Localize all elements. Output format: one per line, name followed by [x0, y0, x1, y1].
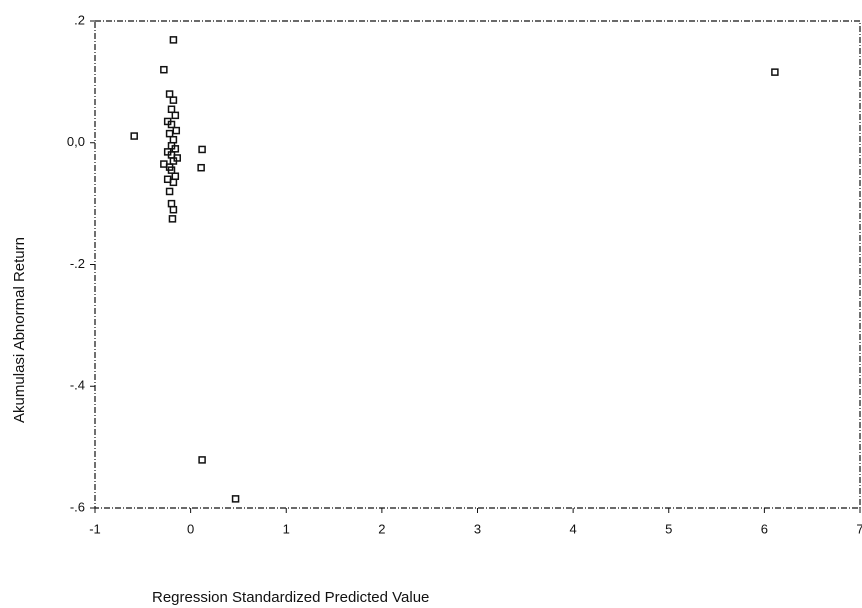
- point: [169, 205, 178, 214]
- point: [198, 456, 206, 464]
- point: [171, 111, 180, 120]
- x-tick-label: 7: [856, 521, 862, 536]
- point: [167, 199, 176, 208]
- x-tick-label: -1: [89, 521, 101, 536]
- x-tick-label: 4: [570, 521, 577, 536]
- point: [165, 90, 174, 98]
- x-tick-label: 1: [283, 521, 290, 536]
- x-tick-label: 0: [187, 521, 194, 536]
- x-axis-label: Regression Standardized Predicted Value: [152, 589, 429, 606]
- point: [167, 166, 176, 174]
- point: [169, 157, 178, 165]
- y-tick-label: 0,0: [67, 134, 85, 149]
- point: [160, 65, 168, 74]
- point: [172, 126, 181, 135]
- x-tick-label: 5: [665, 521, 672, 536]
- point: [165, 129, 174, 138]
- point: [198, 145, 206, 154]
- point: [167, 120, 176, 129]
- x-tick-label: 3: [474, 521, 481, 536]
- point: [168, 215, 177, 223]
- point: [197, 163, 205, 172]
- y-axis-label: Akumulasi Abnormal Return: [11, 237, 28, 423]
- x-tick-label: 2: [378, 521, 385, 536]
- point: [130, 132, 138, 140]
- x-tick-label: 6: [761, 521, 768, 536]
- point: [165, 187, 174, 196]
- point: [231, 495, 240, 503]
- plot-frame: [94, 20, 861, 509]
- point: [169, 36, 178, 44]
- point: [169, 135, 178, 144]
- point: [171, 172, 180, 180]
- point: [169, 96, 178, 104]
- y-tick-label: -.4: [70, 378, 85, 393]
- point: [771, 68, 779, 76]
- point: [167, 105, 176, 114]
- y-tick-label: .2: [74, 12, 85, 27]
- point: [169, 178, 178, 187]
- y-tick-label: -.6: [70, 499, 85, 514]
- point: [171, 145, 180, 153]
- y-tick-label: -.2: [70, 256, 85, 271]
